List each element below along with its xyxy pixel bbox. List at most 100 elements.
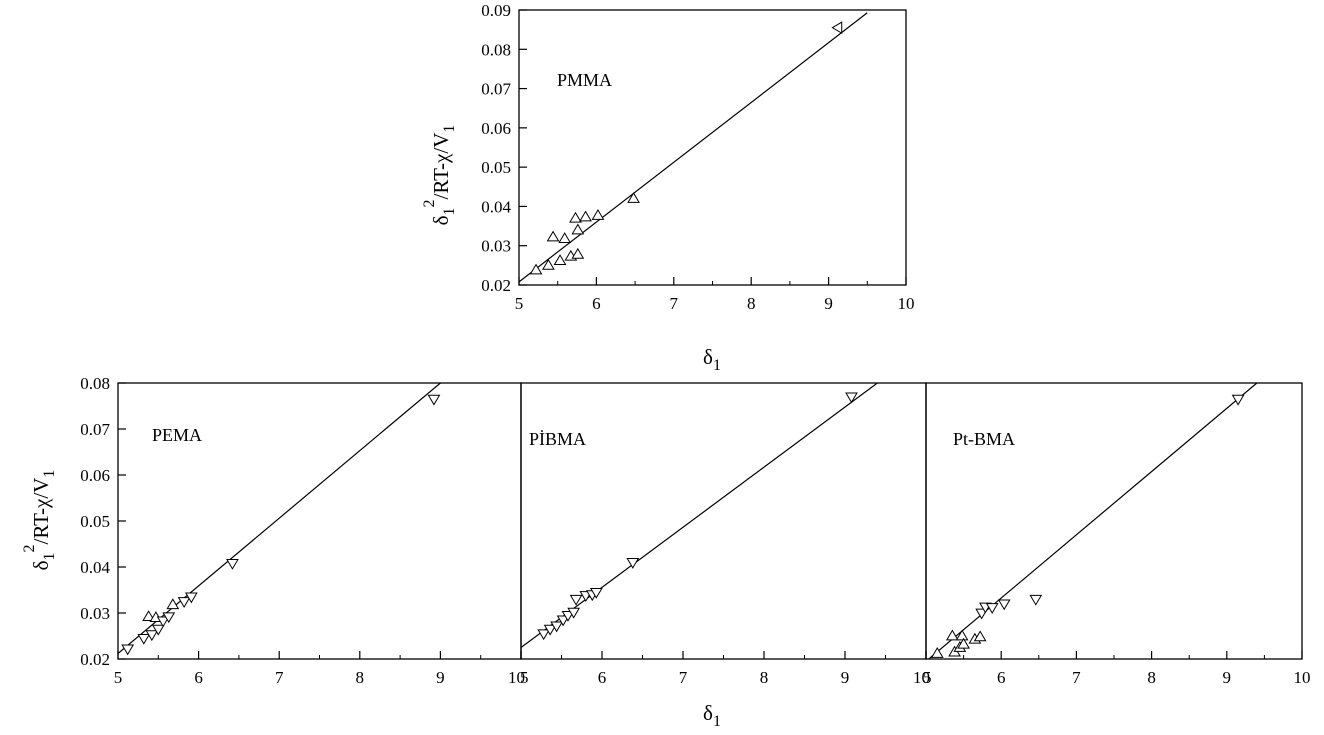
plot-frame bbox=[518, 9, 907, 286]
chart-panel-pmma: 5 6 7 8 9 10 0.02 0.03 0.04 0.05 0.06 0.07 0.08 0.09 P… bbox=[481, 1, 914, 313]
x-tick-label: 5 bbox=[114, 668, 123, 687]
x-axis-title-top: δ1 bbox=[703, 345, 721, 374]
fit-line bbox=[521, 383, 878, 648]
data-point bbox=[145, 630, 159, 642]
x-tick-label: 6 bbox=[194, 668, 203, 687]
y-tick-label: 0.03 bbox=[80, 604, 110, 623]
data-point bbox=[591, 208, 605, 220]
data-point bbox=[556, 615, 570, 627]
x-tick-label: 8 bbox=[1147, 668, 1156, 687]
data-point bbox=[151, 624, 165, 636]
data-point bbox=[558, 232, 572, 243]
chart-panel-pibma: 5 6 7 8 9 10 PİBMA bbox=[520, 382, 930, 687]
y-tick-label: 0.03 bbox=[481, 237, 511, 256]
x-tick-label: 6 bbox=[592, 294, 601, 313]
data-point bbox=[626, 558, 640, 569]
x-tick-label: 7 bbox=[275, 668, 284, 687]
x-tick-label: 5 bbox=[923, 668, 932, 687]
panel-label: Pt-BMA bbox=[953, 429, 1015, 449]
y-tick-label: 0.05 bbox=[481, 158, 511, 177]
x-tick-label: 6 bbox=[997, 668, 1006, 687]
data-point bbox=[569, 211, 582, 223]
x-tick-label: 8 bbox=[760, 668, 769, 687]
y-tick-label: 0.08 bbox=[481, 40, 511, 59]
fit-line bbox=[519, 12, 868, 283]
x-tick-label: 8 bbox=[356, 668, 365, 687]
data-point bbox=[543, 624, 557, 636]
data-point bbox=[1029, 594, 1043, 606]
chart-panel-pema: 5 6 7 8 9 10 0.02 0.03 0.04 0.05 0.06 0.07 0.08 PEMA bbox=[80, 374, 525, 687]
y-tick-label: 0.04 bbox=[481, 197, 511, 216]
data-point bbox=[427, 394, 441, 406]
plot-frame bbox=[520, 382, 927, 660]
x-tick-label: 7 bbox=[679, 668, 688, 687]
data-point bbox=[571, 223, 585, 235]
data-point bbox=[537, 629, 551, 641]
data-point bbox=[166, 598, 180, 610]
panel-label: PMMA bbox=[557, 70, 612, 90]
y-tick-label: 0.07 bbox=[481, 80, 511, 99]
x-tick-label: 9 bbox=[824, 294, 833, 313]
data-point bbox=[529, 263, 543, 275]
y-tick-label: 0.06 bbox=[80, 466, 110, 485]
panel-label: PİBMA bbox=[529, 429, 586, 449]
data-point bbox=[137, 633, 151, 645]
y-tick-label: 0.02 bbox=[481, 276, 511, 295]
y-tick-label: 0.07 bbox=[80, 420, 110, 439]
x-tick-label: 10 bbox=[913, 668, 930, 687]
x-tick-label: 9 bbox=[1223, 668, 1232, 687]
y-tick-label: 0.04 bbox=[80, 558, 110, 577]
y-tick-label: 0.06 bbox=[481, 119, 511, 138]
data-point bbox=[177, 597, 191, 608]
data-point bbox=[226, 558, 239, 570]
x-tick-label: 5 bbox=[520, 668, 529, 687]
data-point bbox=[985, 603, 999, 614]
x-tick-label: 6 bbox=[598, 668, 607, 687]
data-point bbox=[955, 629, 969, 641]
fit-line bbox=[927, 383, 1258, 659]
data-point bbox=[546, 230, 560, 242]
x-tick-label: 5 bbox=[515, 294, 524, 313]
data-point bbox=[957, 637, 970, 649]
y-axis-title-bottom: δ12/RT-χ/V1 bbox=[21, 470, 58, 571]
data-point bbox=[579, 210, 592, 222]
x-tick-label: 9 bbox=[841, 668, 850, 687]
y-tick-label: 0.09 bbox=[481, 1, 511, 20]
x-tick-label: 10 bbox=[508, 668, 525, 687]
x-tick-label: 10 bbox=[1294, 668, 1311, 687]
data-point bbox=[945, 629, 959, 641]
x-axis-title-bottom: δ1 bbox=[703, 701, 721, 730]
data-point bbox=[156, 616, 170, 628]
chart-panel-ptbma: 5 6 7 8 9 10 Pt-BMA bbox=[923, 382, 1311, 687]
data-point bbox=[142, 610, 156, 622]
y-axis-title-top: δ12/RT-χ/V1 bbox=[421, 125, 458, 226]
data-point bbox=[930, 646, 944, 658]
data-point bbox=[184, 592, 198, 604]
data-point bbox=[831, 21, 843, 35]
data-point bbox=[589, 587, 603, 599]
y-tick-label: 0.05 bbox=[80, 512, 110, 531]
data-point bbox=[569, 594, 583, 606]
x-tick-label: 7 bbox=[670, 294, 679, 313]
x-tick-label: 8 bbox=[747, 294, 756, 313]
data-point bbox=[627, 192, 640, 203]
data-point bbox=[542, 258, 555, 270]
y-tick-label: 0.08 bbox=[80, 374, 110, 393]
panel-label: PEMA bbox=[152, 425, 202, 445]
data-point bbox=[567, 607, 581, 619]
data-point bbox=[973, 630, 987, 642]
data-point bbox=[1231, 394, 1245, 406]
data-point bbox=[571, 247, 585, 259]
data-point bbox=[550, 621, 564, 633]
x-tick-label: 10 bbox=[898, 294, 915, 313]
data-point bbox=[561, 610, 575, 622]
data-point bbox=[162, 612, 176, 624]
x-tick-label: 9 bbox=[436, 668, 445, 687]
data-point bbox=[845, 392, 858, 404]
x-tick-label: 7 bbox=[1072, 668, 1081, 687]
data-point bbox=[121, 644, 135, 656]
data-point bbox=[553, 254, 567, 265]
y-tick-label: 0.02 bbox=[80, 650, 110, 669]
data-point bbox=[997, 599, 1011, 611]
